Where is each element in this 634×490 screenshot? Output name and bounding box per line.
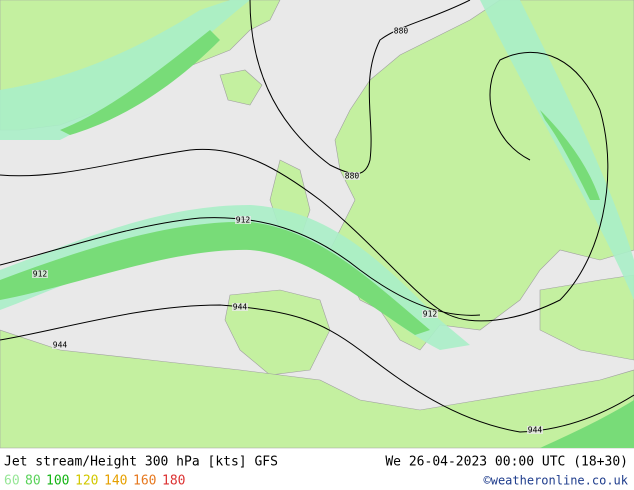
title: Jet stream/Height 300 hPa [kts] GFS bbox=[4, 455, 278, 470]
label-bg bbox=[32, 270, 48, 278]
label-bg bbox=[527, 426, 543, 434]
label-bg bbox=[422, 310, 438, 318]
jet-stream bbox=[0, 0, 634, 448]
legend-value: 120 bbox=[75, 474, 98, 489]
contour-label: 944 bbox=[233, 303, 248, 312]
legend-value: 140 bbox=[104, 474, 127, 489]
label-bg bbox=[52, 341, 68, 349]
credit: ©weatheronline.co.uk bbox=[484, 474, 629, 488]
datetime: We 26-04-2023 00:00 UTC (18+30) bbox=[385, 455, 628, 470]
contour-label: 912 bbox=[236, 216, 251, 225]
contour-label: 912 bbox=[33, 270, 48, 279]
legend-value: 180 bbox=[162, 474, 185, 489]
contour-label: 944 bbox=[53, 341, 68, 350]
contour-labels: 880 880 912 912 912 944 944 944 bbox=[32, 27, 543, 435]
legend-value: 160 bbox=[133, 474, 156, 489]
contour-label: 912 bbox=[423, 310, 438, 319]
legend-value: 100 bbox=[46, 474, 69, 489]
legend: 60 80 100 120 140 160 180 bbox=[4, 474, 185, 489]
contour-label: 880 bbox=[345, 172, 360, 181]
label-bg bbox=[232, 303, 248, 311]
label-bg bbox=[344, 172, 360, 180]
label-bg bbox=[235, 216, 251, 224]
legend-value: 80 bbox=[25, 474, 41, 489]
label-bg bbox=[393, 27, 409, 35]
contour-label: 880 bbox=[394, 27, 409, 36]
legend-value: 60 bbox=[4, 474, 20, 489]
contour-label: 944 bbox=[528, 426, 543, 435]
